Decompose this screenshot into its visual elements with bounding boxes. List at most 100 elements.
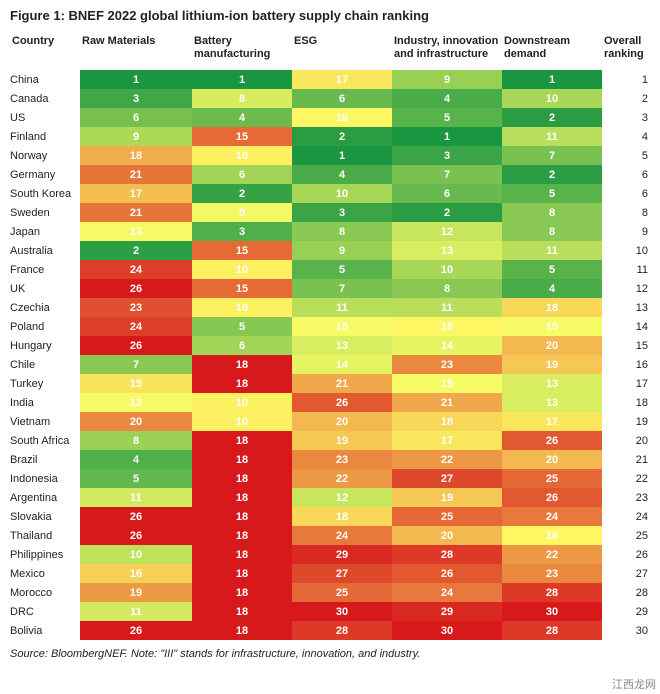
col-header-country: Country (10, 31, 80, 70)
cell-raw: 8 (80, 431, 192, 450)
cell-iii: 18 (392, 412, 502, 431)
cell-country: Indonesia (10, 469, 80, 488)
cell-iii: 26 (392, 564, 502, 583)
cell-country: Brazil (10, 450, 80, 469)
cell-overall: 5 (602, 146, 654, 165)
cell-overall: 6 (602, 165, 654, 184)
cell-raw: 26 (80, 279, 192, 298)
cell-overall: 4 (602, 127, 654, 146)
cell-down: 2 (502, 108, 602, 127)
cell-mfg: 6 (192, 336, 292, 355)
cell-country: China (10, 70, 80, 89)
cell-iii: 21 (392, 393, 502, 412)
table-row: Morocco191825242828 (10, 583, 654, 602)
cell-mfg: 18 (192, 355, 292, 374)
cell-iii: 5 (392, 108, 502, 127)
cell-raw: 7 (80, 355, 192, 374)
cell-raw: 10 (80, 545, 192, 564)
cell-country: Thailand (10, 526, 80, 545)
cell-mfg: 18 (192, 488, 292, 507)
cell-iii: 20 (392, 526, 502, 545)
cell-country: US (10, 108, 80, 127)
cell-down: 13 (502, 393, 602, 412)
cell-mfg: 9 (192, 203, 292, 222)
cell-raw: 21 (80, 203, 192, 222)
cell-down: 28 (502, 621, 602, 640)
table-row: Indonesia51822272522 (10, 469, 654, 488)
cell-country: Poland (10, 317, 80, 336)
table-row: Japan13381289 (10, 222, 654, 241)
cell-esg: 17 (292, 70, 392, 89)
cell-mfg: 18 (192, 621, 292, 640)
cell-raw: 11 (80, 602, 192, 621)
cell-raw: 4 (80, 450, 192, 469)
cell-mfg: 4 (192, 108, 292, 127)
cell-esg: 13 (292, 336, 392, 355)
cell-down: 30 (502, 602, 602, 621)
cell-overall: 6 (602, 184, 654, 203)
cell-mfg: 18 (192, 374, 292, 393)
table-row: Finland91521114 (10, 127, 654, 146)
figure-source: Source: BloombergNEF. Note: "III" stands… (10, 648, 650, 660)
cell-overall: 18 (602, 393, 654, 412)
figure-title: Figure 1: BNEF 2022 global lithium-ion b… (10, 8, 650, 23)
cell-country: UK (10, 279, 80, 298)
cell-down: 11 (502, 241, 602, 260)
cell-iii: 25 (392, 507, 502, 526)
cell-country: Argentina (10, 488, 80, 507)
cell-mfg: 18 (192, 469, 292, 488)
cell-down: 4 (502, 279, 602, 298)
table-row: Canada3864102 (10, 89, 654, 108)
cell-down: 13 (502, 374, 602, 393)
cell-iii: 24 (392, 583, 502, 602)
table-row: Germany2164726 (10, 165, 654, 184)
cell-down: 17 (502, 412, 602, 431)
cell-overall: 2 (602, 89, 654, 108)
cell-raw: 13 (80, 393, 192, 412)
cell-esg: 24 (292, 526, 392, 545)
cell-iii: 16 (392, 317, 502, 336)
table-row: Australia2159131110 (10, 241, 654, 260)
cell-overall: 12 (602, 279, 654, 298)
cell-mfg: 10 (192, 412, 292, 431)
cell-country: Slovakia (10, 507, 80, 526)
cell-down: 25 (502, 469, 602, 488)
cell-country: Finland (10, 127, 80, 146)
cell-mfg: 18 (192, 450, 292, 469)
cell-iii: 7 (392, 165, 502, 184)
watermark: 江西龙网 (612, 676, 656, 692)
cell-overall: 8 (602, 203, 654, 222)
cell-down: 22 (502, 545, 602, 564)
cell-raw: 16 (80, 564, 192, 583)
cell-mfg: 2 (192, 184, 292, 203)
cell-overall: 26 (602, 545, 654, 564)
cell-mfg: 3 (192, 222, 292, 241)
cell-overall: 15 (602, 336, 654, 355)
cell-raw: 24 (80, 260, 192, 279)
cell-down: 1 (502, 70, 602, 89)
table-row: Philippines101829282226 (10, 545, 654, 564)
cell-raw: 9 (80, 127, 192, 146)
table-row: Bolivia261828302830 (10, 621, 654, 640)
cell-raw: 20 (80, 412, 192, 431)
table-row: Mexico161827262327 (10, 564, 654, 583)
cell-raw: 21 (80, 165, 192, 184)
cell-country: Morocco (10, 583, 80, 602)
cell-mfg: 18 (192, 431, 292, 450)
cell-overall: 29 (602, 602, 654, 621)
cell-esg: 10 (292, 184, 392, 203)
cell-iii: 19 (392, 488, 502, 507)
cell-iii: 17 (392, 431, 502, 450)
cell-esg: 5 (292, 260, 392, 279)
cell-country: Vietnam (10, 412, 80, 431)
table-row: Argentina111812192623 (10, 488, 654, 507)
cell-iii: 30 (392, 621, 502, 640)
cell-esg: 12 (292, 488, 392, 507)
cell-esg: 20 (292, 412, 392, 431)
cell-overall: 19 (602, 412, 654, 431)
cell-esg: 14 (292, 355, 392, 374)
cell-iii: 13 (392, 241, 502, 260)
cell-raw: 19 (80, 583, 192, 602)
cell-raw: 26 (80, 526, 192, 545)
cell-overall: 16 (602, 355, 654, 374)
